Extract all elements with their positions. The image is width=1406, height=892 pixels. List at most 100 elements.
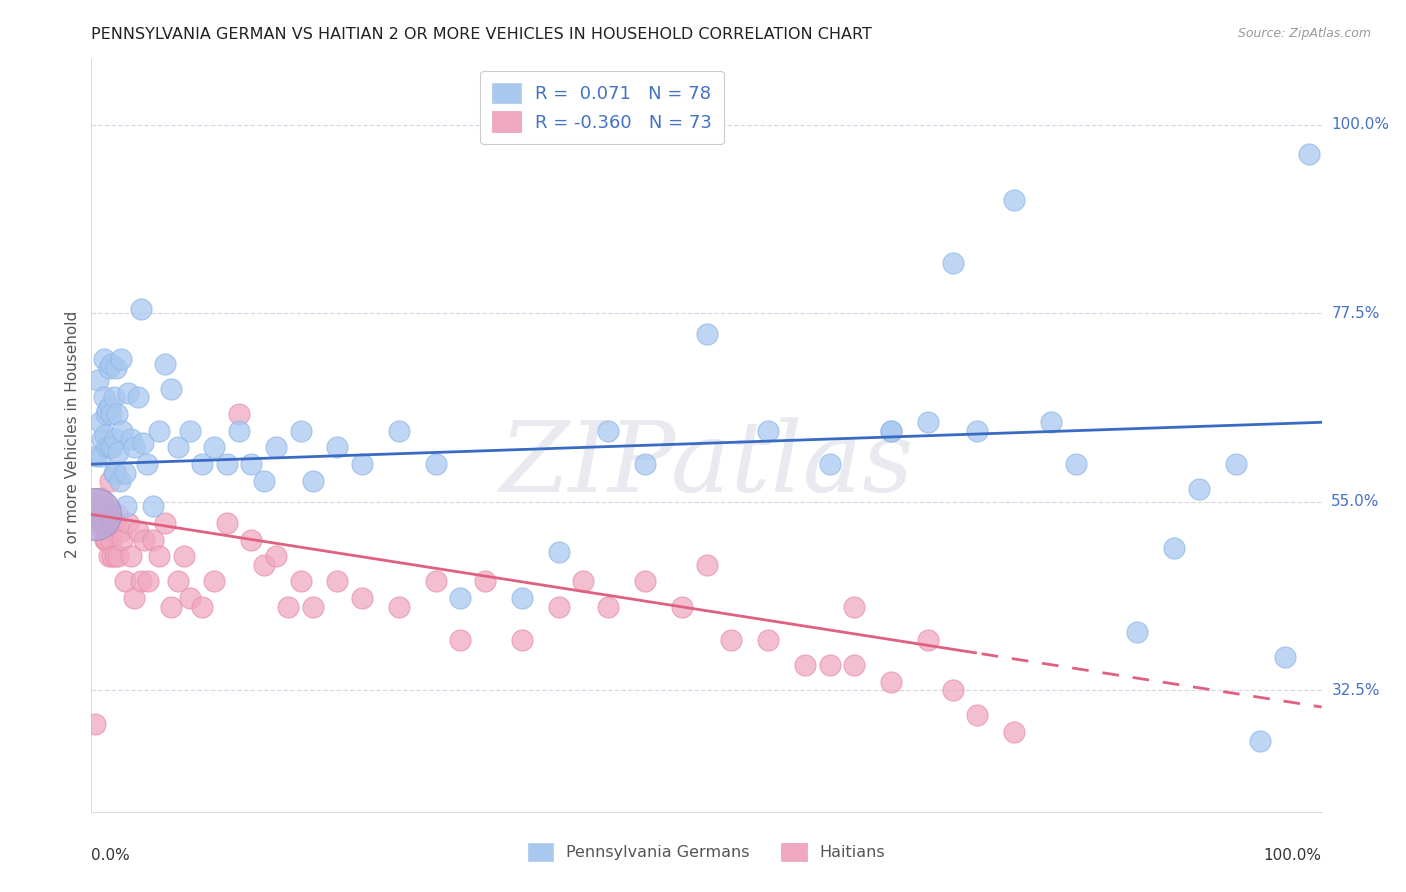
Point: [114, 574, 136, 589]
Point: [104, 549, 127, 564]
Point: [114, 466, 136, 480]
Text: 100.0%: 100.0%: [1264, 848, 1322, 863]
Point: [101, 441, 124, 455]
Point: [842, 658, 865, 673]
Point: [179, 591, 201, 606]
Point: [1274, 649, 1296, 664]
Point: [94, 428, 117, 442]
Point: [86, 449, 108, 463]
Point: [1126, 624, 1149, 639]
Point: [93, 499, 115, 513]
Point: [388, 599, 411, 614]
Point: [86, 373, 108, 387]
Point: [103, 390, 125, 404]
Point: [191, 599, 214, 614]
Point: [98, 474, 121, 488]
Point: [880, 674, 903, 689]
Point: [90, 491, 112, 505]
Point: [290, 574, 312, 589]
Point: [97, 549, 120, 564]
Point: [301, 599, 323, 614]
Point: [634, 457, 657, 471]
Point: [96, 407, 117, 421]
Point: [110, 524, 132, 538]
Point: [93, 352, 115, 367]
Point: [87, 516, 110, 530]
Point: [84, 508, 107, 522]
Point: [202, 441, 225, 455]
Point: [142, 533, 165, 547]
Point: [352, 457, 374, 471]
Point: [756, 633, 779, 648]
Point: [111, 424, 134, 438]
Point: [253, 474, 276, 488]
Text: 55.0%: 55.0%: [1331, 494, 1379, 509]
Point: [449, 633, 471, 648]
Point: [228, 407, 250, 421]
Text: ZIPatlas: ZIPatlas: [499, 417, 914, 513]
Point: [94, 533, 117, 547]
Point: [93, 390, 115, 404]
Point: [202, 574, 225, 589]
Point: [191, 457, 214, 471]
Point: [166, 574, 188, 589]
Point: [120, 432, 142, 446]
Point: [153, 516, 177, 530]
Text: 0.0%: 0.0%: [91, 848, 131, 863]
Point: [941, 256, 963, 270]
Point: [103, 516, 125, 530]
Text: PENNSYLVANIA GERMAN VS HAITIAN 2 OR MORE VEHICLES IN HOUSEHOLD CORRELATION CHART: PENNSYLVANIA GERMAN VS HAITIAN 2 OR MORE…: [91, 27, 872, 42]
Point: [127, 390, 149, 404]
Text: 32.5%: 32.5%: [1331, 682, 1379, 698]
Point: [240, 533, 263, 547]
Point: [290, 424, 312, 438]
Point: [572, 574, 595, 589]
Point: [1187, 483, 1209, 497]
Point: [966, 424, 988, 438]
Point: [124, 441, 146, 455]
Text: Source: ZipAtlas.com: Source: ZipAtlas.com: [1237, 27, 1371, 40]
Point: [756, 424, 779, 438]
Point: [179, 424, 201, 438]
Point: [264, 441, 287, 455]
Point: [160, 382, 183, 396]
Point: [120, 549, 142, 564]
Point: [510, 633, 533, 648]
Point: [135, 457, 157, 471]
Point: [917, 633, 939, 648]
Point: [941, 683, 963, 698]
Point: [148, 549, 170, 564]
Point: [160, 599, 183, 614]
Point: [425, 574, 447, 589]
Point: [103, 466, 125, 480]
Point: [1298, 147, 1320, 161]
Point: [96, 533, 117, 547]
Point: [388, 424, 411, 438]
Point: [105, 466, 127, 480]
Point: [134, 533, 156, 547]
Point: [124, 591, 146, 606]
Point: [818, 658, 841, 673]
Point: [880, 424, 903, 438]
Point: [110, 352, 132, 367]
Point: [96, 402, 118, 417]
Point: [107, 444, 129, 458]
Point: [101, 516, 124, 530]
Point: [98, 441, 121, 455]
Point: [671, 599, 693, 614]
Point: [695, 558, 717, 572]
Point: [104, 516, 127, 530]
Point: [596, 599, 619, 614]
Point: [136, 574, 159, 589]
Point: [1039, 415, 1063, 429]
Point: [1249, 733, 1271, 747]
Point: [105, 360, 127, 375]
Point: [547, 545, 569, 559]
Point: [91, 432, 114, 446]
Point: [1163, 541, 1185, 555]
Point: [94, 516, 117, 530]
Point: [917, 415, 939, 429]
Point: [880, 424, 903, 438]
Point: [107, 549, 129, 564]
Point: [1002, 725, 1025, 739]
